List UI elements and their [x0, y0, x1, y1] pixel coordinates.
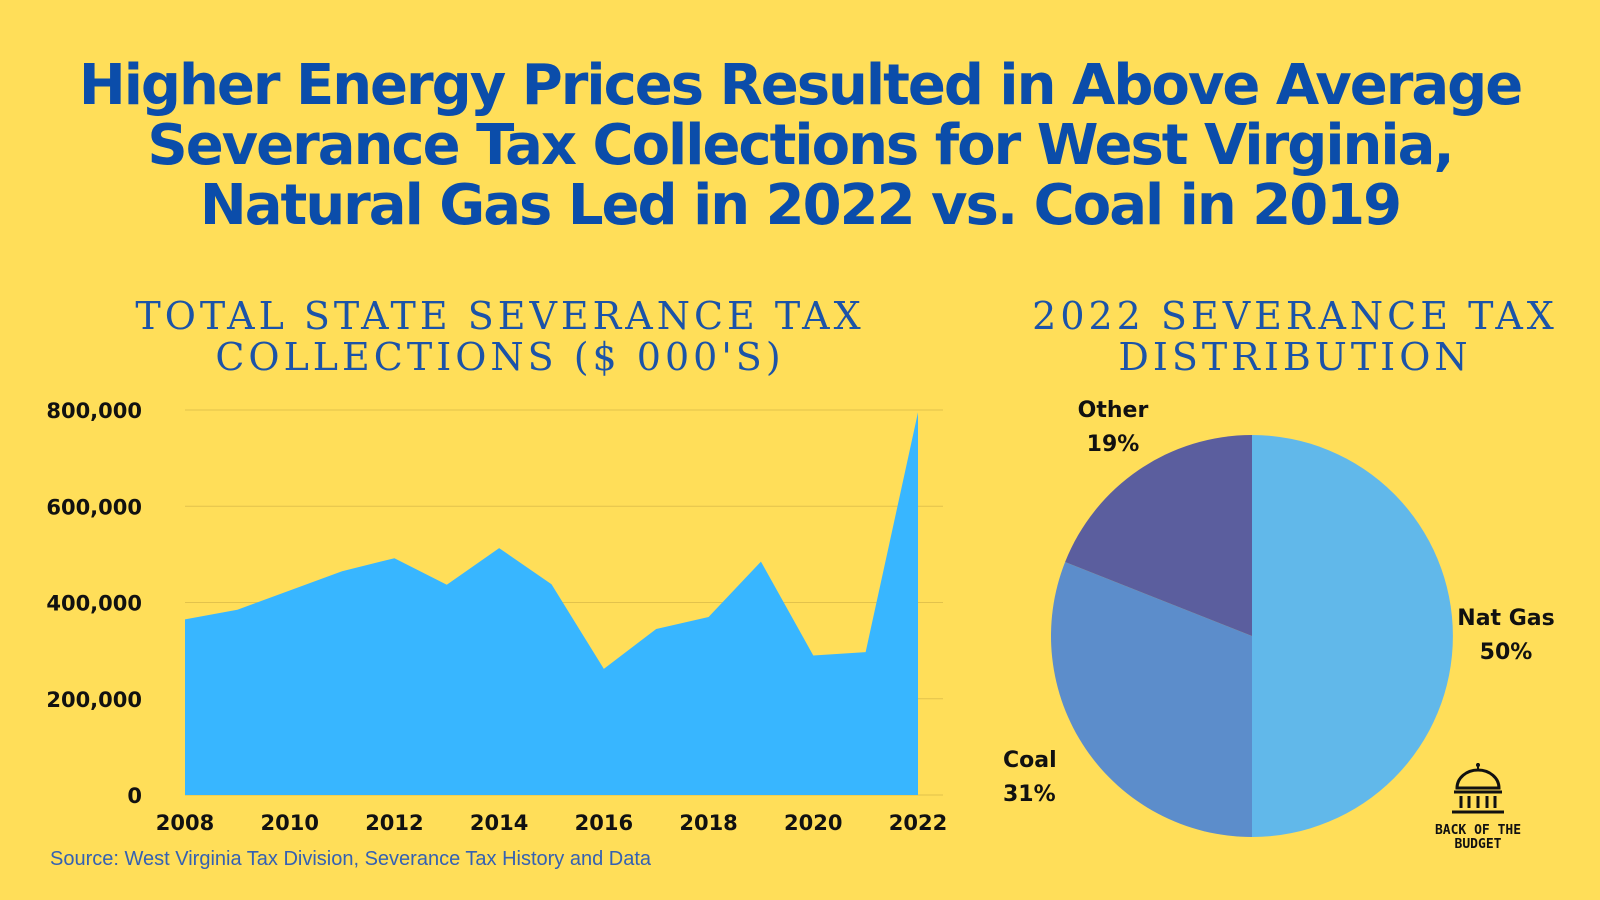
logo-text-line-1: BACK OF THE — [1434, 823, 1522, 838]
area-chart-title-line-1: TOTAL STATE SEVERANCE TAX — [135, 294, 865, 338]
logo-text-line-2: BUDGET — [1454, 837, 1502, 852]
x-tick-label: 2016 — [575, 811, 633, 835]
pie-label-nat-gas-name: Nat Gas — [1457, 606, 1555, 631]
pie-label-other: Other 19% — [1058, 394, 1168, 462]
pie-label-coal: Coal 31% — [1003, 744, 1083, 812]
pie-label-coal-pct: 31% — [1003, 782, 1056, 807]
pie-label-nat-gas-pct: 50% — [1479, 640, 1533, 665]
pie-chart-title: 2022 SEVERANCE TAX DISTRIBUTION — [1000, 296, 1590, 378]
y-tick-label: 400,000 — [46, 592, 142, 616]
capitol-dome-icon — [1452, 763, 1504, 814]
back-of-the-budget-logo: BACK OF THE BUDGET — [1428, 762, 1528, 852]
pie-chart-title-line-2: DISTRIBUTION — [1118, 335, 1472, 379]
area-series — [185, 412, 918, 795]
pie-slice-nat-gas — [1252, 435, 1453, 837]
y-tick-label: 800,000 — [46, 399, 142, 423]
y-tick-label: 200,000 — [46, 688, 142, 712]
pie-slice-other — [1065, 435, 1252, 636]
pie-chart-title-line-1: 2022 SEVERANCE TAX — [1032, 294, 1558, 338]
x-tick-label: 2022 — [889, 811, 947, 835]
x-tick-label: 2008 — [156, 811, 214, 835]
y-tick-label: 0 — [127, 784, 142, 808]
main-title-line-3: Natural Gas Led in 2022 vs. Coal in 2019 — [199, 173, 1402, 238]
pie-label-nat-gas: Nat Gas 50% — [1446, 602, 1566, 670]
x-tick-label: 2014 — [470, 811, 528, 835]
main-title: Higher Energy Prices Resulted in Above A… — [60, 56, 1540, 236]
source-note: Source: West Virginia Tax Division, Seve… — [50, 848, 652, 870]
x-tick-label: 2018 — [679, 811, 737, 835]
area-chart: 0 200,000 400,000 600,000 800,000 2008 2010 201… — [46, 399, 947, 835]
x-tick-label: 2012 — [365, 811, 423, 835]
main-title-line-2: Severance Tax Collections for West Virgi… — [147, 113, 1454, 178]
area-chart-title: TOTAL STATE SEVERANCE TAX COLLECTIONS ($… — [60, 296, 940, 378]
y-tick-label: 600,000 — [46, 495, 142, 519]
logo-text: BACK OF THE BUDGET — [1428, 824, 1528, 852]
x-tick-label: 2010 — [260, 811, 318, 835]
x-tick-label: 2020 — [784, 811, 842, 835]
pie-label-coal-name: Coal — [1003, 748, 1057, 773]
pie-label-other-pct: 19% — [1086, 432, 1140, 457]
pie-label-other-name: Other — [1077, 398, 1149, 423]
main-title-line-1: Higher Energy Prices Resulted in Above A… — [78, 53, 1523, 118]
area-chart-title-line-2: COLLECTIONS ($ 000'S) — [215, 335, 785, 379]
